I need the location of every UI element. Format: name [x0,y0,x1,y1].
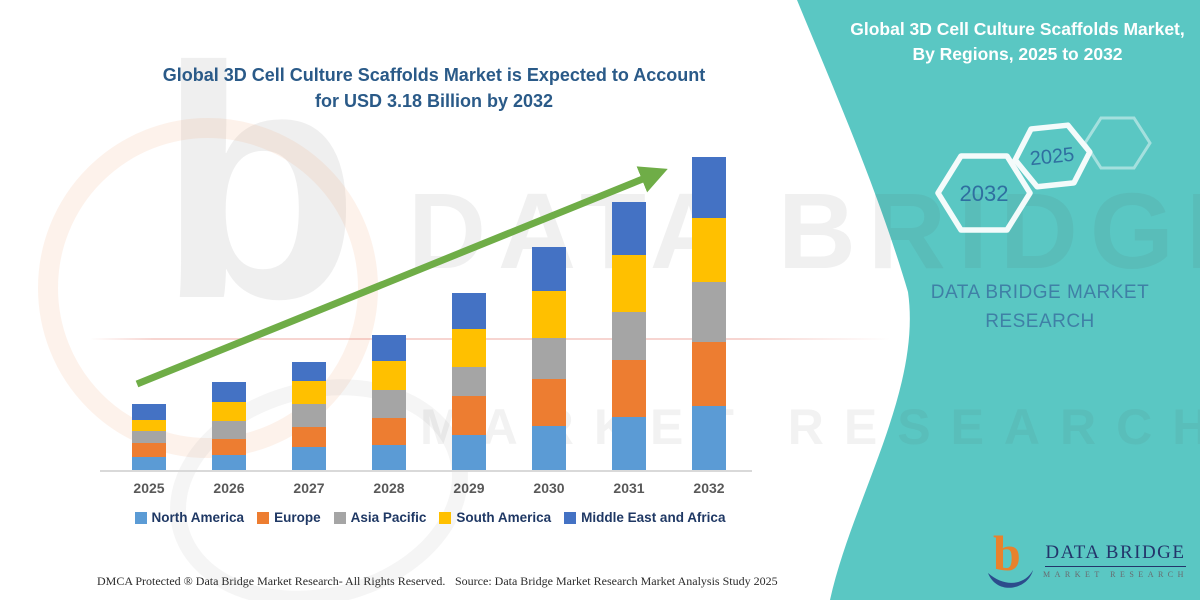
stacked-bar-2026 [212,382,246,470]
logo-b-glyph: b [993,528,1021,581]
segment-middle-east-and-africa [452,293,486,329]
segment-europe [212,439,246,455]
segment-asia-pacific [212,421,246,439]
segment-asia-pacific [612,312,646,360]
segment-asia-pacific [532,338,566,379]
x-axis-label-2029: 2029 [453,480,485,496]
legend-label: Middle East and Africa [581,510,726,525]
stacked-bar-2027 [292,362,326,470]
legend-label: North America [151,510,245,525]
segment-asia-pacific [292,404,326,427]
stacked-bar-2030 [532,247,566,470]
hexagon-faint [1083,116,1152,170]
segment-south-america [692,218,726,282]
x-axis-label-2025: 2025 [133,480,165,496]
logo-subtitle: MARKET RESEARCH [1043,569,1188,579]
x-axis-label-2030: 2030 [533,480,565,496]
logo-name: DATA BRIDGE [1045,542,1186,567]
segment-north-america [372,445,406,470]
segment-europe [452,396,486,435]
legend-swatch [257,511,270,524]
hexagon-2025 [1012,122,1093,190]
chart-title-line1: Global 3D Cell Culture Scaffolds Market … [162,65,706,85]
data-bridge-logo: b DATA BRIDGE MARKET RESEARCH [985,528,1188,592]
chart-title: Global 3D Cell Culture Scaffolds Market … [134,62,734,114]
segment-north-america [692,406,726,470]
hexagon-2032 [935,153,1033,233]
legend-item-north-america: North America [134,510,245,525]
x-axis-label-2031: 2031 [613,480,645,496]
x-axis-label-2027: 2027 [293,480,325,496]
plot-area [105,150,765,470]
segment-asia-pacific [132,431,166,443]
segment-middle-east-and-africa [532,247,566,291]
legend: North America Europe Asia Pacific South Ame… [90,510,770,525]
stacked-bar-2025 [132,404,166,470]
x-axis-line [100,470,752,472]
stacked-bar-2032 [692,157,726,470]
legend-swatch [333,511,346,524]
segment-middle-east-and-africa [292,362,326,381]
segment-asia-pacific [372,390,406,418]
segment-europe [132,443,166,457]
chart-title-line2: for USD 3.18 Billion by 2032 [314,91,554,111]
segment-south-america [212,402,246,421]
hexagons-graphic: 2025 2032 [935,116,1152,233]
segment-middle-east-and-africa [692,157,726,218]
segment-south-america [372,361,406,390]
legend-item-asia-pacific: Asia Pacific [333,510,427,525]
segment-middle-east-and-africa [212,382,246,402]
segment-europe [692,342,726,406]
logo-text-block: DATA BRIDGE MARKET RESEARCH [1043,542,1188,579]
stacked-bar-2028 [372,335,406,470]
source-note: Source: Data Bridge Market Research Mark… [455,574,778,588]
legend-item-europe: Europe [257,510,321,525]
segment-north-america [132,457,166,470]
segment-south-america [452,329,486,367]
segment-europe [612,360,646,417]
segment-south-america [612,255,646,312]
brand-text: DATA BRIDGE MARKET RESEARCH [930,282,1150,332]
segment-south-america [532,291,566,338]
legend-label: Asia Pacific [350,510,427,525]
legend-label: Europe [274,510,321,525]
segment-europe [372,418,406,445]
side-panel-title: Global 3D Cell Culture Scaffolds Market,… [850,19,1185,64]
segment-middle-east-and-africa [132,404,166,420]
legend-item-south-america: South America [439,510,551,525]
segment-north-america [292,447,326,470]
data-bridge-logo-icon: b [988,528,1033,588]
segment-europe [292,427,326,447]
x-axis-label-2026: 2026 [213,480,245,496]
segment-middle-east-and-africa [612,202,646,255]
segment-asia-pacific [452,367,486,396]
segment-north-america [212,455,246,470]
stacked-bar-2029 [452,293,486,470]
legend-swatch [564,511,577,524]
legend-swatch [439,511,452,524]
stacked-bar-2031 [612,202,646,470]
segment-north-america [532,426,566,470]
dmca-notice: DMCA Protected ® Data Bridge Market Rese… [97,574,446,588]
legend-swatch [134,511,147,524]
hexagon-2032-label: 2032 [960,181,1009,206]
hexagon-2025-label: 2025 [1029,144,1076,171]
segment-middle-east-and-africa [372,335,406,361]
segment-north-america [452,435,486,470]
logo-swoosh [988,570,1033,588]
segment-europe [532,379,566,426]
segment-asia-pacific [692,282,726,342]
legend-label: South America [456,510,552,525]
x-axis-label-2032: 2032 [693,480,725,496]
segment-north-america [612,417,646,470]
segment-south-america [132,420,166,431]
segment-south-america [292,381,326,404]
legend-item-middle-east-and-africa: Middle East and Africa [564,510,725,525]
x-axis-label-2028: 2028 [373,480,405,496]
